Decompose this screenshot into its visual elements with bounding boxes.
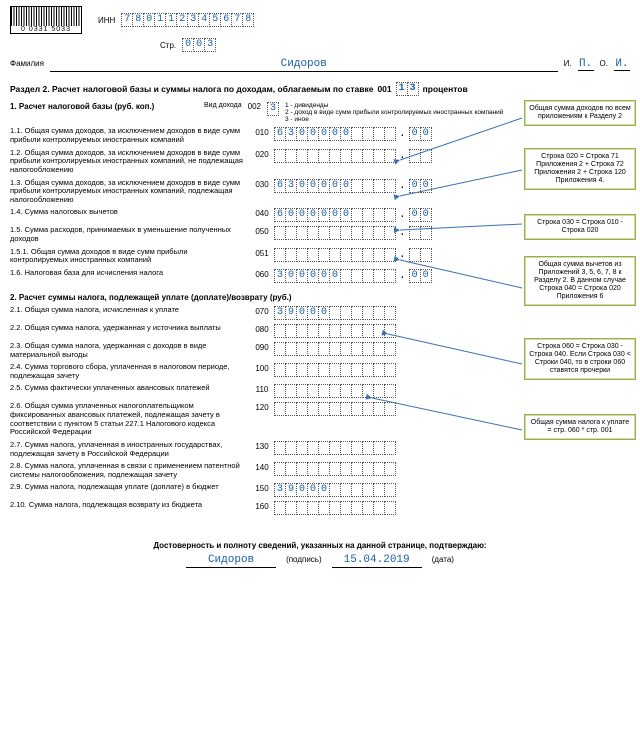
- row-150: 2.9. Сумма налога, подлежащая уплате (до…: [10, 483, 630, 497]
- footer-datelbl: (дата): [432, 555, 454, 564]
- callout: Общая сумма вычетов из Приложений 3, 5, …: [524, 256, 636, 306]
- str-label: Стр.: [160, 41, 176, 50]
- rate-cells: 13: [396, 82, 419, 96]
- callout: Общая сумма доходов по всем приложениям …: [524, 100, 636, 126]
- row-110: 2.5. Сумма фактически уплаченных авансов…: [10, 384, 630, 398]
- footer-decl: Достоверность и полноту сведений, указан…: [10, 541, 630, 550]
- barcode-number: 0 0331 5033: [10, 26, 82, 34]
- vid-label: Вид дохода: [204, 102, 242, 109]
- block1-title: 1. Расчет налоговой базы (руб. коп.): [10, 102, 198, 111]
- hint-2: 2 - доход в виде сумм прибыли контролиру…: [285, 109, 503, 116]
- vid-hints: 1 - дивиденды 2 - доход в виде сумм приб…: [285, 102, 503, 123]
- surname: Сидоров: [50, 58, 558, 72]
- callout: Строка 060 = Строка 030 - Строка 040. Ес…: [524, 338, 636, 380]
- hint-3: 3 - иное: [285, 116, 503, 123]
- footer-date: 15.04.2019: [332, 554, 422, 568]
- init-i: П.: [578, 58, 594, 71]
- inn-label: ИНН: [98, 16, 115, 25]
- footer-signame: Сидоров: [186, 554, 276, 568]
- footer-siglbl: (подпись): [286, 555, 322, 564]
- section-title: Раздел 2. Расчет налоговой базы и суммы …: [10, 84, 373, 94]
- row-130: 2.7. Сумма налога, уплаченная в иностран…: [10, 441, 630, 458]
- barcode: 0 0331 5033: [10, 6, 82, 34]
- code-002: 002: [248, 102, 261, 111]
- row-140: 2.8. Сумма налога, уплаченная в связи с …: [10, 462, 630, 479]
- callout: Строка 030 = Строка 010 - Строка 020: [524, 214, 636, 240]
- init-i-label: И.: [564, 59, 572, 68]
- callout: Общая сумма налога к уплате = стр. 060 *…: [524, 414, 636, 440]
- row-160: 2.10. Сумма налога, подлежащая возврату …: [10, 501, 630, 515]
- row-070: 2.1. Общая сумма налога, исчисленная к у…: [10, 306, 630, 320]
- row-010: 1.1. Общая сумма доходов, за исключением…: [10, 127, 630, 144]
- row-080: 2.2. Общая сумма налога, удержанная у ис…: [10, 324, 630, 338]
- inn-cells: 780112345678: [121, 13, 254, 27]
- vid-cells: 3: [267, 102, 279, 116]
- init-o-label: О.: [600, 59, 608, 68]
- init-o: И.: [614, 58, 630, 71]
- code-001: 001: [377, 84, 391, 94]
- callout: Строка 020 = Строка 71 Приложения 2 + Ст…: [524, 148, 636, 190]
- surname-label: Фамилия: [10, 59, 44, 68]
- str-cells: 003: [182, 38, 216, 52]
- pct-label: процентов: [423, 84, 468, 94]
